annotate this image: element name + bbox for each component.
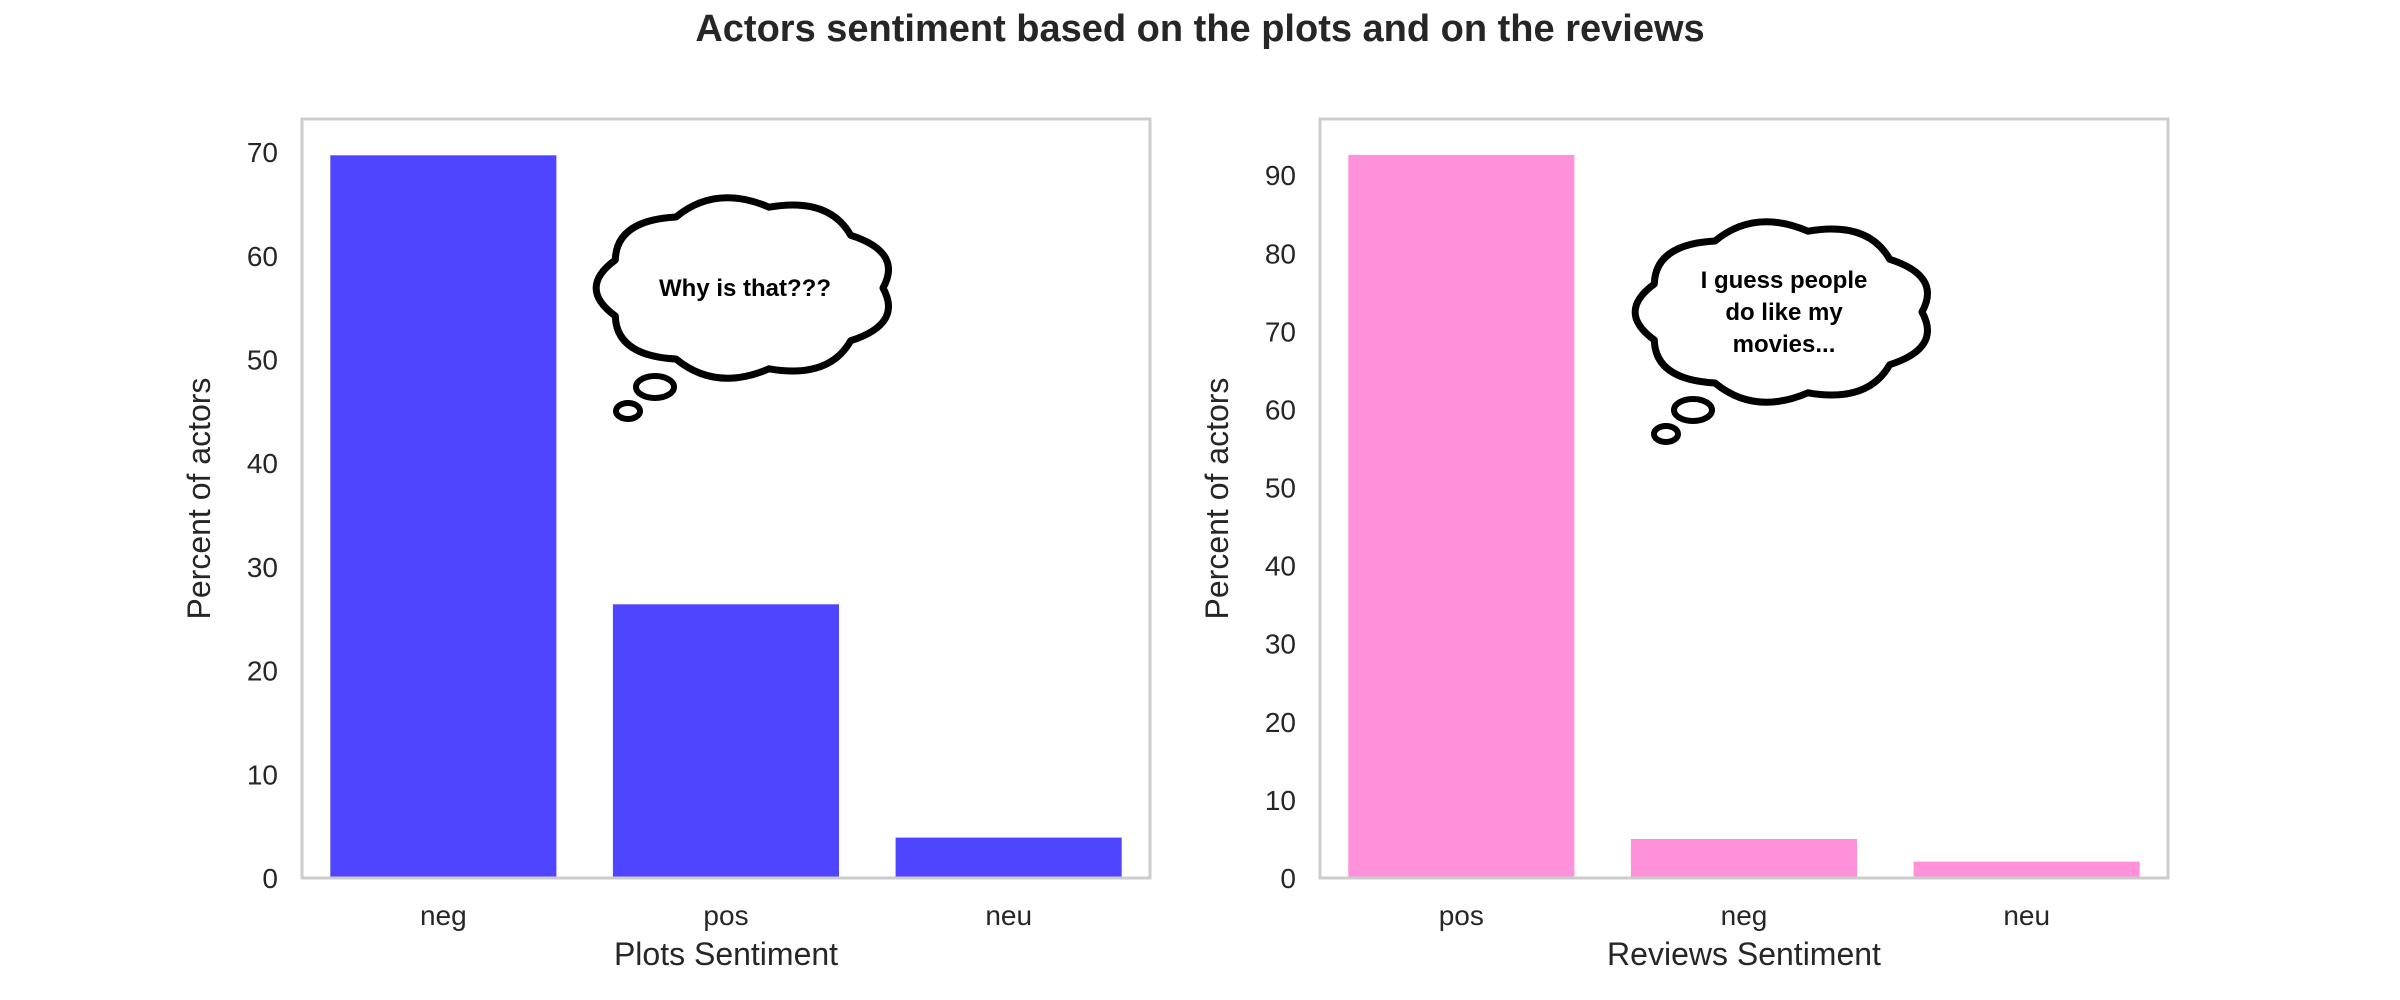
y-axis-label: Percent of actors bbox=[181, 378, 217, 620]
x-tick-label: neu bbox=[985, 900, 1032, 931]
bubble-text-line: do like my bbox=[1725, 299, 1843, 326]
y-tick-label: 50 bbox=[1265, 473, 1296, 504]
bubble-text-line: I guess people bbox=[1701, 267, 1868, 294]
bubble-tail-small bbox=[1651, 423, 1681, 445]
y-tick-label: 30 bbox=[1265, 629, 1296, 660]
y-tick-label: 80 bbox=[1265, 238, 1296, 269]
y-tick-label: 70 bbox=[247, 137, 278, 168]
y-tick-label: 60 bbox=[1265, 395, 1296, 426]
y-tick-label: 40 bbox=[1265, 551, 1296, 582]
chart-title: Actors sentiment based on the plots and … bbox=[695, 8, 1705, 50]
y-tick-label: 10 bbox=[247, 759, 278, 790]
axes-frame bbox=[1318, 117, 2170, 880]
bar-neg bbox=[330, 155, 557, 879]
bubble-tail-small bbox=[613, 400, 643, 422]
y-tick-label: 70 bbox=[1265, 316, 1296, 347]
x-axis-label: Reviews Sentiment bbox=[1607, 936, 1881, 972]
y-tick-label: 60 bbox=[247, 241, 278, 272]
axes-frame bbox=[300, 117, 1152, 880]
y-tick-label: 30 bbox=[247, 552, 278, 583]
bubble-tail-large bbox=[1671, 396, 1715, 424]
bar-neg bbox=[1630, 839, 1857, 878]
cloud-shape bbox=[1631, 218, 1931, 406]
y-tick-label: 50 bbox=[247, 345, 278, 376]
x-tick-label: neg bbox=[420, 900, 467, 931]
bar-pos bbox=[1348, 154, 1575, 878]
bubble-text-line: Why is that??? bbox=[659, 275, 831, 302]
x-tick-label: neu bbox=[2003, 900, 2050, 931]
y-tick-label: 10 bbox=[1265, 785, 1296, 816]
x-tick-label: pos bbox=[703, 900, 748, 931]
thought-bubble: I guess people do like my movies... bbox=[1631, 218, 1931, 445]
bar-neu bbox=[1913, 861, 2140, 878]
y-axis-label: Percent of actors bbox=[1199, 378, 1235, 620]
bar-neu bbox=[895, 837, 1122, 878]
y-tick-label: 20 bbox=[1265, 707, 1296, 738]
x-axis-label: Plots Sentiment bbox=[614, 936, 838, 972]
subplot-1: neg pos neu 0 10 20 30 40 50 60 70 Plots Sentiment P… bbox=[181, 117, 1152, 972]
bubble-tail-large bbox=[633, 373, 677, 401]
thought-bubble: Why is that??? bbox=[592, 194, 892, 422]
bar-pos bbox=[612, 604, 839, 878]
y-tick-label: 40 bbox=[247, 448, 278, 479]
bubble-text-line: movies... bbox=[1733, 331, 1836, 358]
y-tick-label: 20 bbox=[247, 656, 278, 687]
y-tick-label: 0 bbox=[262, 863, 278, 894]
x-tick-label: pos bbox=[1439, 900, 1484, 931]
y-tick-label: 0 bbox=[1280, 863, 1296, 894]
y-tick-label: 90 bbox=[1265, 160, 1296, 191]
cloud-shape bbox=[592, 194, 892, 382]
x-tick-label: neg bbox=[1721, 900, 1768, 931]
subplot-2: pos neg neu 0 10 20 30 40 50 60 70 80 90 Reviews Sent… bbox=[1199, 117, 2170, 972]
